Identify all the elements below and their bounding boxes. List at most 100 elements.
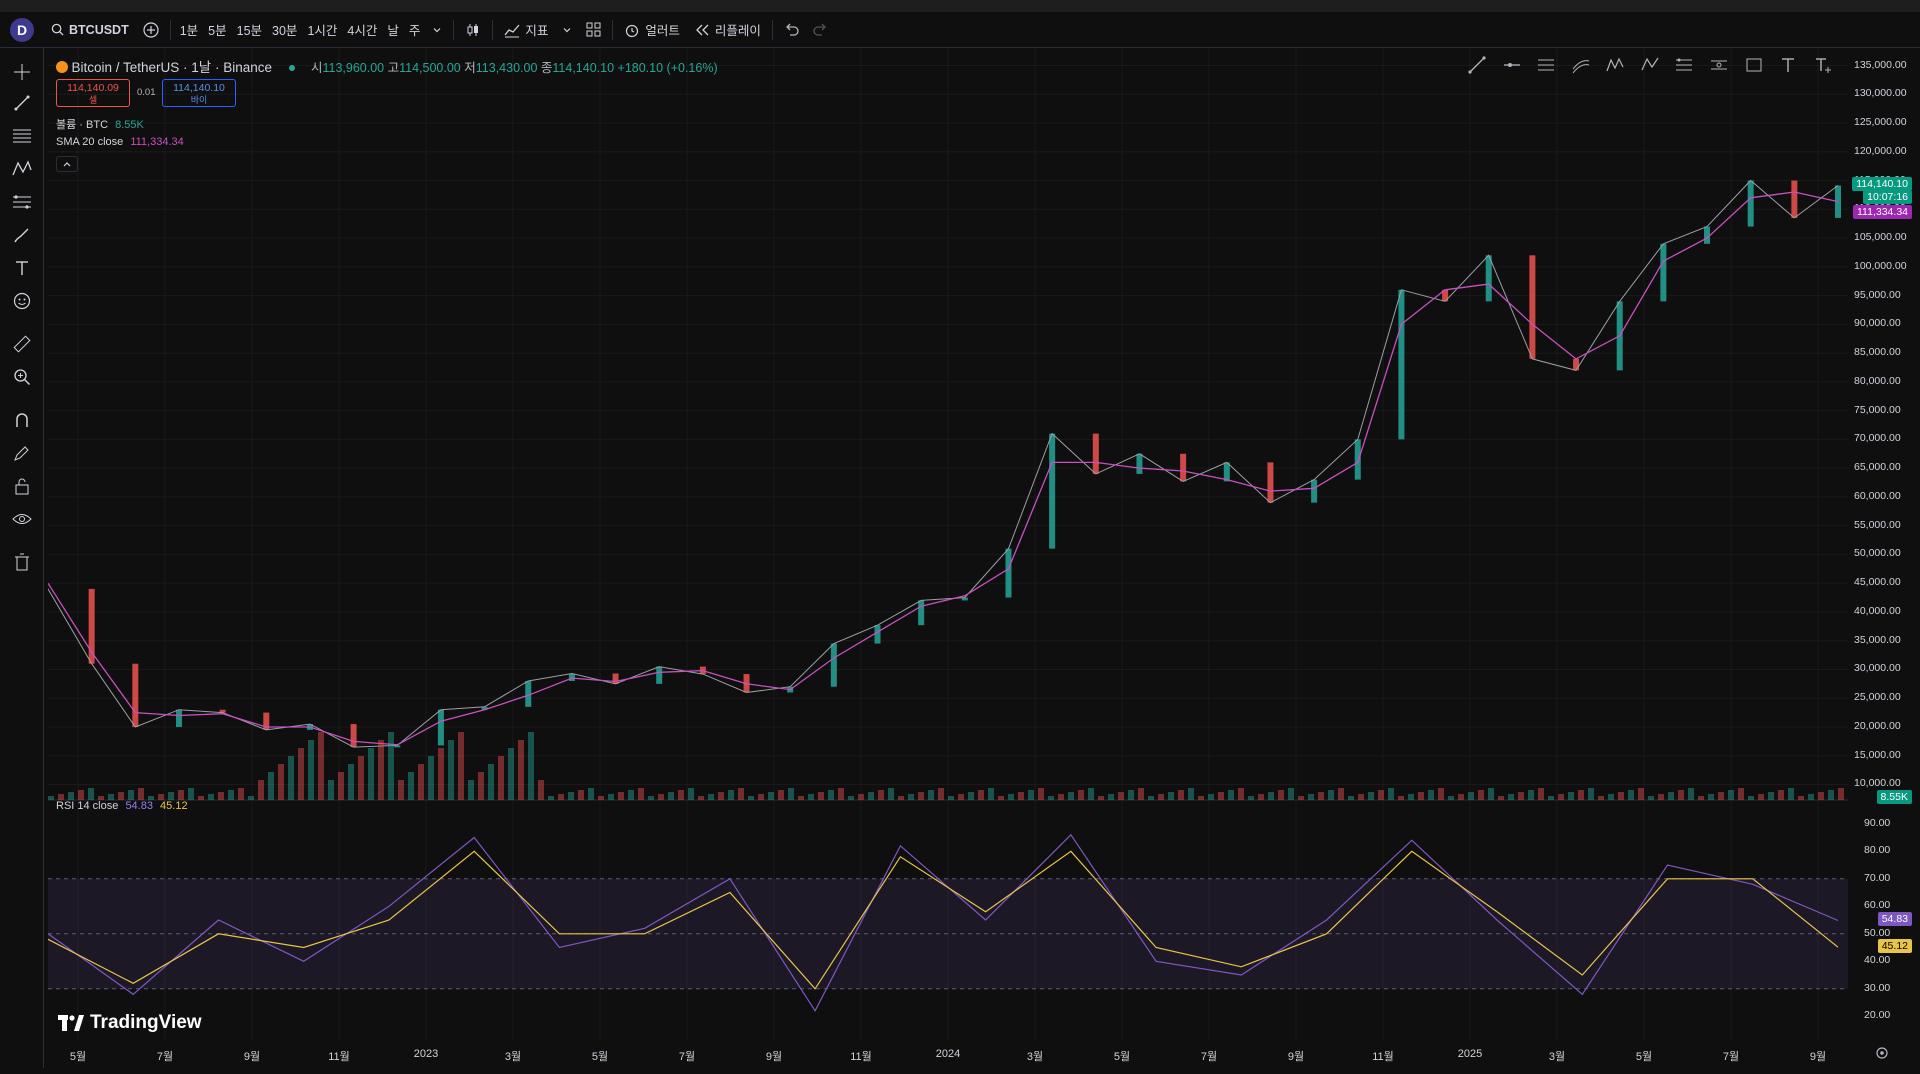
trash-icon[interactable]	[12, 552, 32, 572]
volume-bar	[1508, 794, 1514, 800]
interval-button[interactable]: 15분	[236, 24, 263, 38]
candle	[1529, 255, 1536, 359]
volume-legend[interactable]: 볼륨 · BTC 8.55K	[56, 116, 144, 132]
ruler-icon[interactable]	[12, 334, 32, 354]
trend-line-icon[interactable]	[12, 93, 32, 113]
parallel-channel-icon[interactable]	[1536, 55, 1556, 75]
volume-bar	[368, 748, 374, 800]
sma-line	[48, 191, 1839, 746]
candle	[874, 625, 881, 644]
bitcoin-logo-icon	[56, 61, 68, 73]
volume-bar	[1348, 796, 1354, 800]
fib-extension-icon[interactable]	[1709, 55, 1729, 75]
price-chart[interactable]	[48, 48, 1848, 1058]
fib-icon[interactable]	[12, 192, 32, 212]
volume-tag: 8.55K	[1876, 790, 1912, 804]
time-tick-label: 5월	[1635, 1051, 1653, 1063]
volume-bar	[578, 790, 584, 800]
volume-bar	[1008, 794, 1014, 800]
drawing-sidebar	[0, 48, 44, 1074]
drawing-lock-pencil-icon[interactable]	[12, 443, 32, 463]
symbol-search[interactable]: BTCUSDT	[44, 16, 136, 44]
replay-button[interactable]: 리플레이	[687, 16, 768, 44]
interval-button[interactable]: 1시간	[307, 24, 338, 38]
rectangle-icon[interactable]	[1744, 55, 1764, 75]
interval-button[interactable]: 5분	[208, 24, 227, 38]
sell-button[interactable]: 114,140.09 셀	[56, 79, 130, 107]
settings-gear[interactable]	[1875, 1046, 1889, 1065]
chart-type-button[interactable]	[458, 16, 488, 44]
text-icon[interactable]	[12, 258, 32, 278]
brush-icon[interactable]	[12, 225, 32, 245]
time-tick-label: 3월	[504, 1051, 522, 1063]
volume-bar	[1698, 796, 1704, 800]
window-top-strip	[0, 0, 1920, 12]
volume-bar	[668, 792, 674, 800]
floating-drawing-toolbar	[1460, 50, 1840, 80]
toolbar-divider	[453, 19, 455, 40]
volume-bar	[1078, 790, 1084, 800]
indicators-button[interactable]: 지표	[497, 16, 555, 44]
trend-line-icon[interactable]	[1467, 55, 1487, 75]
fib-retracement-icon[interactable]	[1674, 55, 1694, 75]
eye-icon[interactable]	[12, 509, 32, 529]
volume-bar	[118, 792, 124, 800]
interval-dropdown[interactable]	[425, 16, 449, 44]
alert-button[interactable]: 얼러트	[617, 16, 687, 44]
interval-button[interactable]: 주	[408, 24, 421, 38]
crosshair-icon[interactable]	[12, 62, 32, 82]
curve-channel-icon[interactable]	[1571, 55, 1591, 75]
close-label: 종	[540, 61, 553, 75]
horizontal-lines-icon[interactable]	[12, 126, 32, 146]
candle	[568, 673, 575, 681]
compare-button[interactable]	[136, 16, 166, 44]
price-tick-label: 60,000.00	[1854, 489, 1901, 502]
indicators-dropdown[interactable]	[555, 16, 579, 44]
emoji-icon[interactable]	[12, 291, 32, 311]
rsi-ma-line	[48, 850, 1839, 990]
rsi-legend[interactable]: RSI 14 close 54.83 45.12	[56, 800, 188, 812]
candle	[1180, 453, 1187, 482]
volume-bar	[1188, 788, 1194, 800]
lock-icon[interactable]	[12, 476, 32, 496]
volume-bar	[1068, 792, 1074, 800]
time-axis[interactable]: 5월 7월 9월 11월 2023 3월 5월 7월 9월 11월 2024 3월 5월 7월 9월 11월 2…	[48, 1040, 1848, 1068]
price-tick-label: 80,000.00	[1854, 374, 1901, 387]
buy-button[interactable]: 114,140.10 바이	[162, 79, 236, 107]
volume-bar	[348, 764, 354, 800]
tradingview-logo: TradingView	[58, 1012, 202, 1034]
magnet-icon[interactable]	[12, 410, 32, 430]
layout-button[interactable]	[579, 16, 608, 44]
abcd-pattern-icon[interactable]	[1640, 55, 1660, 75]
time-tick-label: 7월	[678, 1051, 696, 1063]
avatar[interactable]: D	[10, 17, 34, 42]
pattern-icon[interactable]	[12, 159, 32, 179]
volume-bar	[708, 794, 714, 800]
time-tick-label: 9월	[243, 1051, 261, 1063]
sma-legend[interactable]: SMA 20 close 111,334.34	[56, 136, 184, 148]
zoom-icon[interactable]	[12, 367, 32, 387]
volume-bar	[218, 792, 224, 800]
high-value: 114,500.00	[399, 61, 461, 75]
volume-bar	[568, 792, 574, 800]
redo-button[interactable]	[806, 16, 835, 44]
interval-button[interactable]: 30분	[272, 24, 298, 38]
volume-bar	[548, 796, 554, 800]
undo-button[interactable]	[777, 16, 806, 44]
volume-bar	[1388, 788, 1394, 800]
xabcd-pattern-icon[interactable]	[1605, 55, 1625, 75]
interval-button[interactable]: 4시간	[347, 24, 378, 38]
interval-button[interactable]: 1분	[179, 24, 199, 38]
text-more-icon[interactable]	[1813, 55, 1833, 75]
horizontal-ray-icon[interactable]	[1502, 55, 1522, 75]
high-label: 고	[387, 61, 400, 75]
volume-bar	[978, 790, 984, 800]
collapse-legend-button[interactable]	[56, 156, 78, 172]
price-axis[interactable]: 135,000.00 130,000.00 125,000.00 120,000.00…	[1850, 48, 1920, 1074]
volume-bar	[1748, 796, 1754, 800]
pair-label[interactable]: Bitcoin / TetherUS · 1날 · Binance	[71, 60, 272, 75]
volume-bar	[1578, 790, 1584, 800]
text-tool-icon[interactable]	[1778, 55, 1798, 75]
interval-button[interactable]: 날	[387, 24, 399, 38]
volume-bar	[178, 790, 184, 800]
